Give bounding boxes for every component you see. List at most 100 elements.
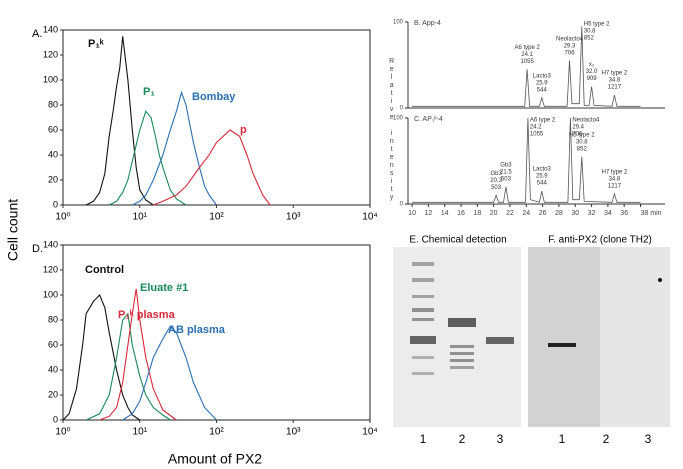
- series-label: Bombay: [192, 91, 236, 103]
- peak-label: 706: [572, 132, 583, 138]
- gel-title: E. Chemical detection: [409, 235, 506, 246]
- peak-label: 544: [537, 87, 548, 93]
- x-tick-label: 10³: [286, 427, 301, 438]
- series-label: P₁: [143, 86, 155, 98]
- y-tick-label: 80: [48, 99, 58, 109]
- gel-bands: [410, 262, 514, 375]
- x-tick-label: 20: [490, 210, 498, 217]
- y-tick-label: 140: [43, 239, 58, 249]
- y-tick-label: 0: [400, 202, 404, 208]
- peak-label: 852: [577, 146, 588, 152]
- peak-label: H7 type 2: [602, 71, 628, 77]
- x-tick-label: 12: [424, 210, 432, 217]
- x-tick-label: 32: [588, 210, 596, 217]
- series-label: P₁ᵏ plasma: [118, 309, 176, 321]
- y-tick-label: 0: [53, 199, 58, 209]
- series-label: P₁ᵏ: [88, 38, 104, 50]
- y-axis-label: Cell count: [5, 199, 21, 261]
- peak-label: 32.0: [586, 69, 598, 75]
- peak-label: 21.5: [500, 169, 512, 175]
- x-tick-label: 24: [522, 210, 530, 217]
- x-axis-label: Amount of PX2: [168, 451, 262, 467]
- series-line: [108, 110, 187, 206]
- peak-label: x₂: [589, 62, 595, 68]
- y-tick-label: 140: [43, 24, 58, 34]
- peak-label: H5 type 2: [584, 22, 610, 28]
- peak-label: 24.1: [521, 52, 533, 58]
- y-tick-label: 60: [48, 124, 58, 134]
- x-tick-label: 28: [555, 210, 563, 217]
- x-tick-label: 10⁴: [362, 427, 377, 438]
- x-tick-label: 18: [473, 210, 481, 217]
- y-tick-label: 0: [53, 414, 58, 424]
- gel-e: E. Chemical detection 1 2 3: [393, 235, 521, 446]
- panel-title: C. AP₁ᵏ-4: [414, 116, 443, 123]
- peak-label: H7 type 2: [602, 169, 628, 175]
- x-tick-label: 30: [571, 210, 579, 217]
- series-line: [153, 129, 271, 206]
- x-tick-label: 10²: [209, 427, 224, 438]
- peak-label: 1055: [520, 59, 534, 65]
- plot-frame: [62, 29, 371, 206]
- peak-label: 30.8: [584, 29, 596, 35]
- peak-label: 909: [587, 76, 598, 82]
- series-label: AB plasma: [168, 324, 226, 336]
- peak-label: 25.9: [536, 174, 548, 180]
- series-line: [62, 294, 141, 421]
- gel-f: F. anti-PX2 (clone TH2) 1 2 3: [528, 235, 670, 446]
- peak-label: A6 type 2: [514, 45, 540, 51]
- x-tick-label: 22: [506, 210, 514, 217]
- peak-label: 29.4: [572, 125, 584, 131]
- x-tick-label: 14: [441, 210, 449, 217]
- series-label: p: [240, 124, 247, 136]
- peak-label: 1217: [608, 183, 622, 189]
- y-tick-label: 100: [43, 289, 58, 299]
- panel-label: D.: [32, 243, 43, 255]
- x-tick-label: 10³: [286, 212, 301, 223]
- peak-label: H5 type 2: [569, 132, 595, 138]
- peak-label: Lacto3: [533, 73, 552, 79]
- y-tick-label: 20: [48, 174, 58, 184]
- gel-band: [548, 343, 576, 347]
- x-tick-label: 36: [620, 210, 628, 217]
- peak-label: 25.9: [536, 80, 548, 86]
- x-tick-label: 16: [457, 210, 465, 217]
- lane-label: 3: [497, 432, 504, 446]
- peak-label: 503: [491, 185, 502, 191]
- series-line: [412, 117, 641, 203]
- y-tick-label: 20: [48, 389, 58, 399]
- x-tick-label: 10: [408, 210, 416, 217]
- peak-label: 34.8: [609, 176, 621, 182]
- peak-label: A6 type 2: [530, 118, 556, 124]
- peak-label: 29.3: [564, 43, 576, 49]
- gel-spot: [658, 278, 662, 282]
- peak-label: 706: [565, 50, 576, 56]
- y-tick-label: 100: [393, 116, 404, 122]
- x-tick-label: 34: [604, 210, 612, 217]
- y-tick-label: 60: [48, 339, 58, 349]
- lane-label: 2: [603, 432, 610, 446]
- series-line: [122, 325, 217, 421]
- y-axis-label: Relative intensity: [388, 58, 395, 202]
- lane-label: 1: [420, 432, 427, 446]
- series-label: Control: [85, 264, 124, 276]
- panel-title: B. App-4: [414, 20, 441, 27]
- y-tick-label: 100: [43, 74, 58, 84]
- peak-label: 1217: [608, 85, 622, 91]
- peak-label: Lacto3: [533, 167, 552, 173]
- y-tick-label: 40: [48, 364, 58, 374]
- y-tick-label: 80: [48, 314, 58, 324]
- y-tick-label: 40: [48, 149, 58, 159]
- series-line: [99, 288, 177, 421]
- y-tick-label: 0: [400, 106, 404, 112]
- series-line: [85, 312, 171, 421]
- lane-label: 1: [559, 432, 566, 446]
- x-tick-label: 10¹: [133, 212, 148, 223]
- x-tick-label: 10¹: [133, 427, 148, 438]
- peak-label: 503: [501, 176, 512, 182]
- peak-label: Neolacto4: [556, 36, 584, 42]
- peak-label: Gb3: [490, 171, 502, 177]
- x-tick-label: 10⁰: [55, 427, 70, 438]
- series-line: [132, 90, 217, 206]
